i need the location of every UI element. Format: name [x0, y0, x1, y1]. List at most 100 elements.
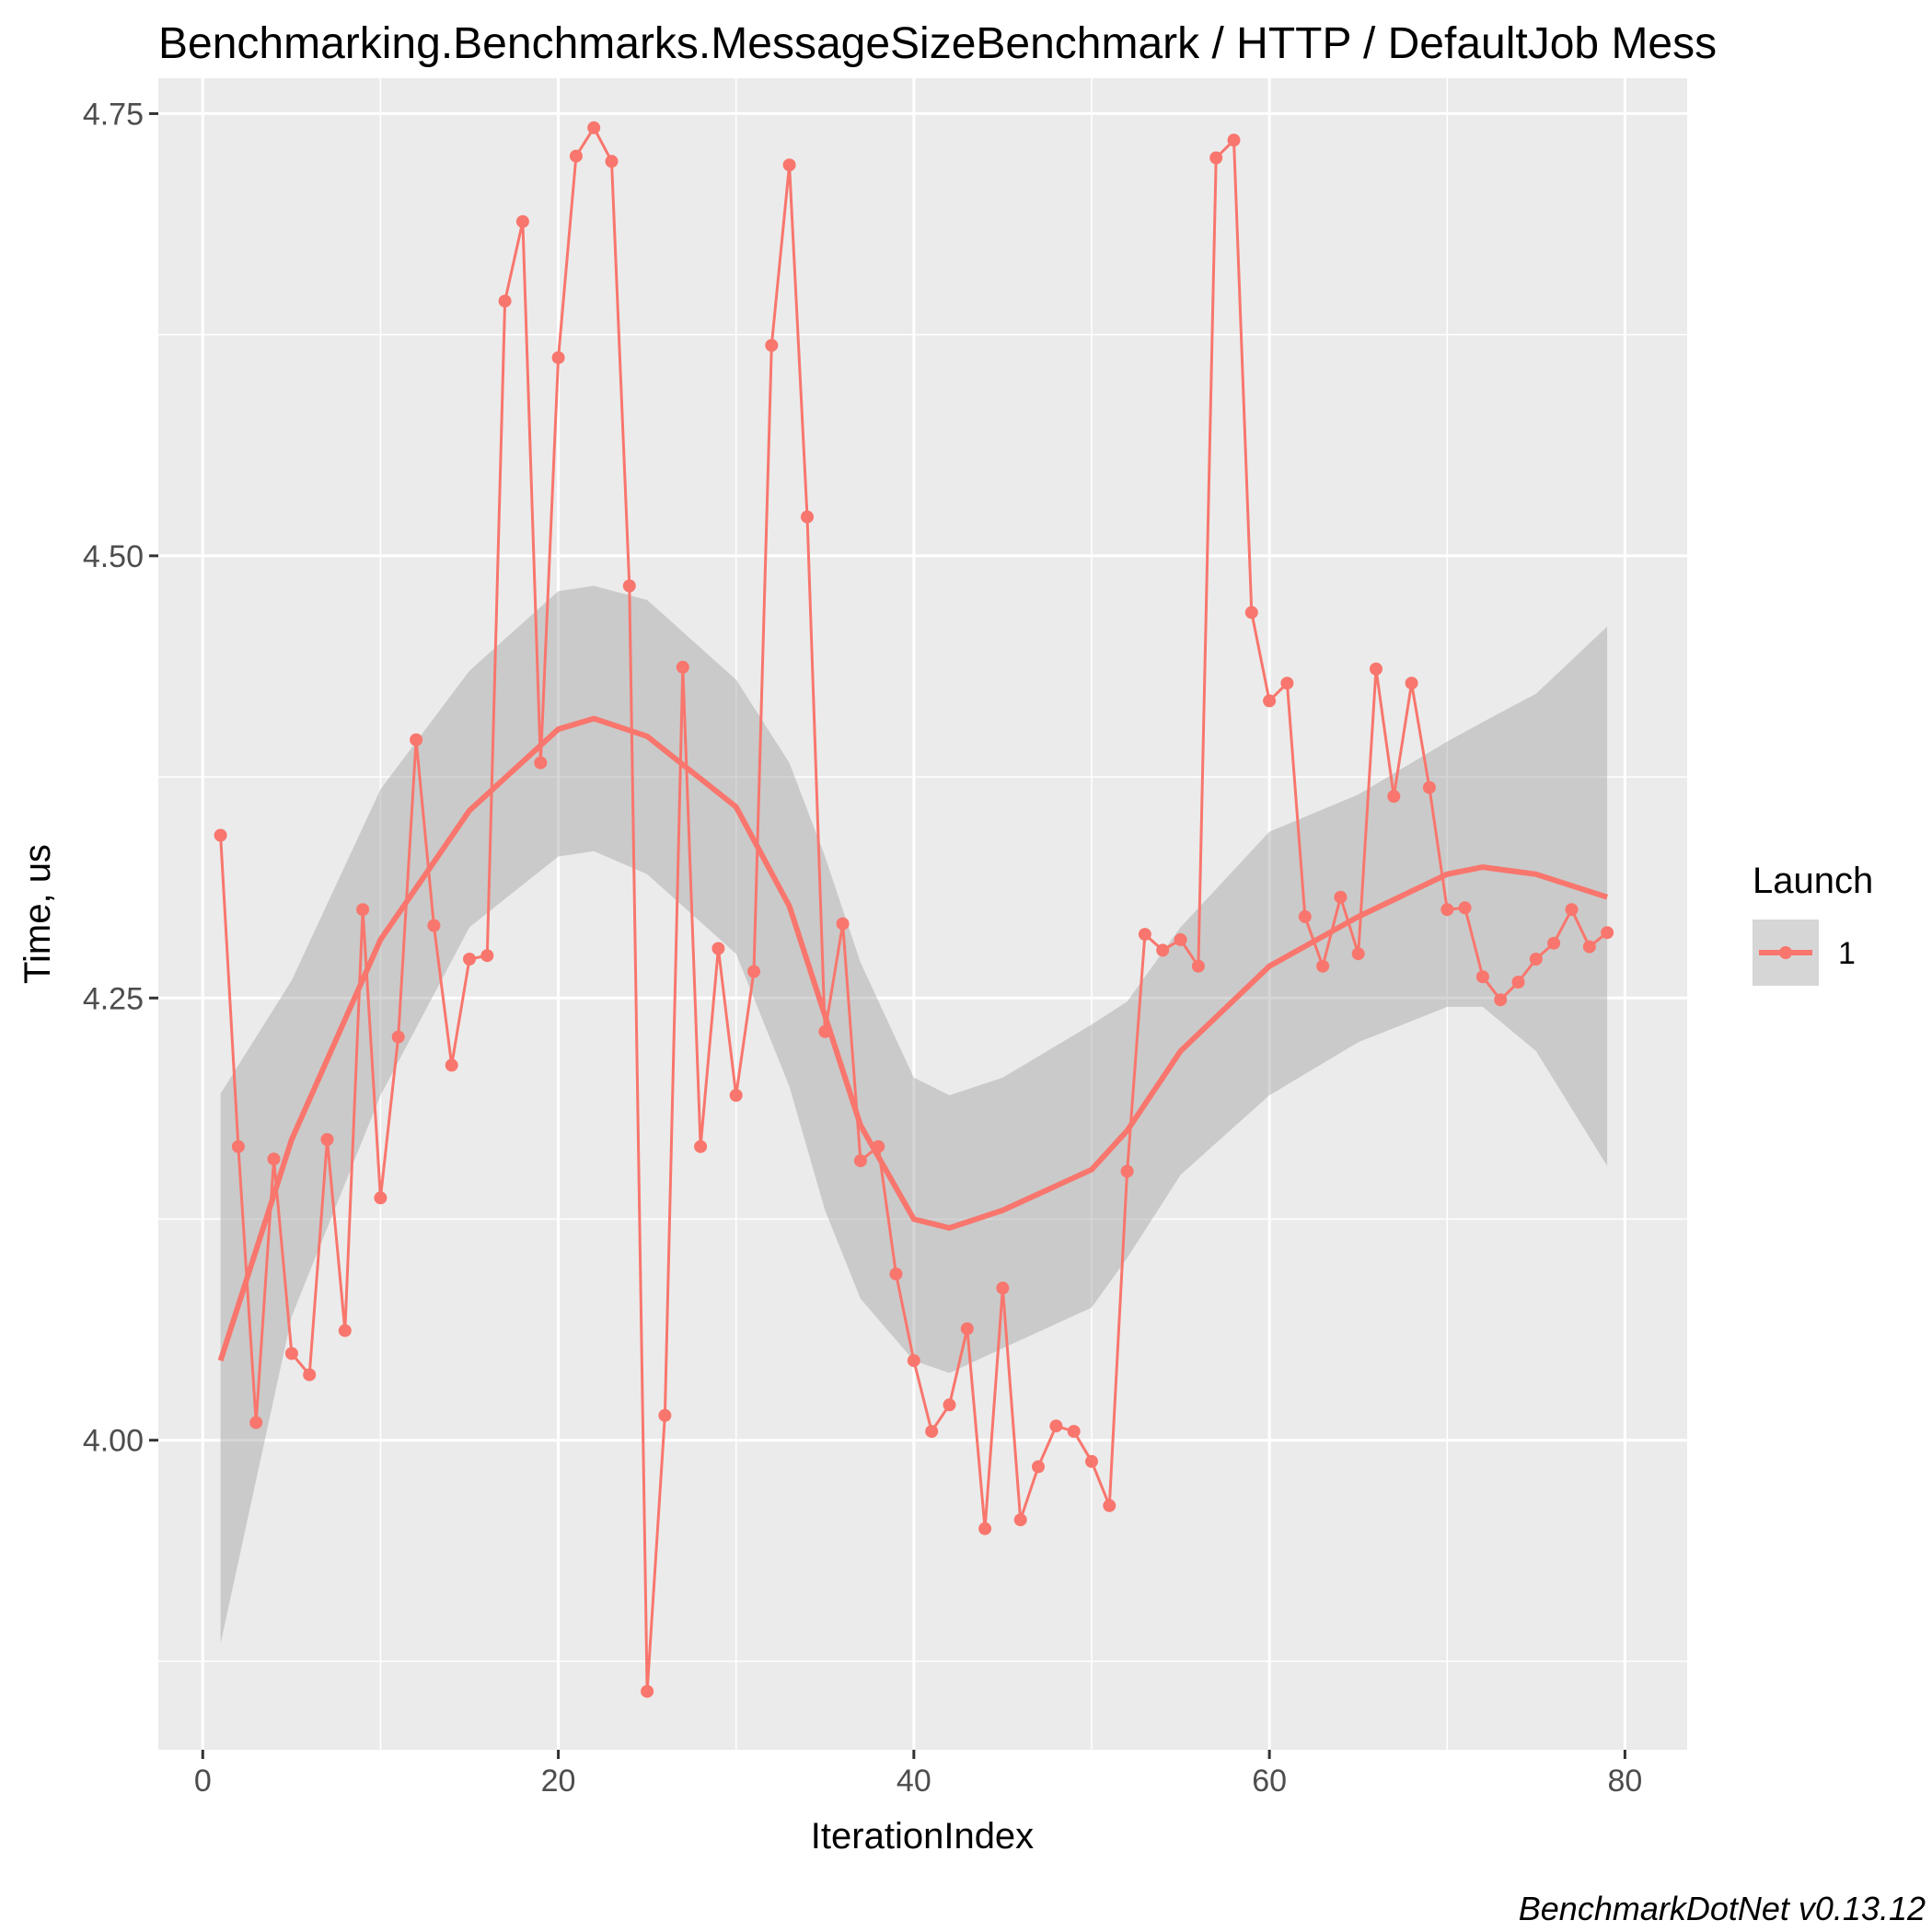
data-point: [303, 1368, 317, 1382]
data-point: [410, 733, 423, 746]
data-point: [872, 1140, 885, 1153]
data-point: [978, 1521, 992, 1535]
smooth-trend-line: [217, 715, 1609, 1362]
x-axis: 0 20 40 60 80: [194, 1750, 1642, 1799]
y-axis-title: Time, us: [17, 844, 58, 984]
grid-major: [158, 78, 1687, 1750]
data-point: [551, 351, 565, 364]
data-point: [1120, 1164, 1134, 1178]
y-axis: 4.00 4.25 4.50 4.75: [83, 97, 158, 1459]
data-point: [569, 149, 583, 163]
data-point: [747, 965, 760, 978]
data-point: [1156, 943, 1170, 957]
data-point: [1387, 790, 1401, 804]
legend-key-point: [1779, 946, 1792, 959]
data-point: [676, 660, 689, 674]
data-point: [1103, 1498, 1116, 1512]
y-tick-label: 4.25: [83, 981, 144, 1016]
data-point: [445, 1059, 458, 1072]
data-point: [1049, 1419, 1063, 1433]
x-axis-title: IterationIndex: [811, 1816, 1034, 1857]
data-point: [1351, 947, 1365, 961]
data-point: [1458, 901, 1472, 915]
data-point: [1475, 970, 1489, 984]
data-point: [729, 1089, 743, 1102]
data-point: [214, 828, 227, 842]
data-point: [1263, 694, 1277, 708]
legend-label-1: 1: [1838, 936, 1856, 971]
data-point: [1422, 781, 1436, 794]
data-point: [996, 1281, 1010, 1295]
data-point: [1370, 662, 1382, 676]
data-point: [658, 1408, 672, 1422]
data-point: [534, 756, 548, 769]
data-point: [1013, 1513, 1027, 1527]
data-point: [1316, 959, 1330, 973]
data-point: [231, 1140, 245, 1153]
data-point: [1244, 606, 1258, 619]
data-point: [1601, 926, 1614, 940]
data-point: [1138, 928, 1151, 942]
data-point: [782, 158, 796, 172]
y-tick-label: 4.75: [83, 97, 144, 132]
data-point: [320, 1133, 334, 1146]
data-point: [1174, 932, 1187, 946]
confidence-band: [220, 585, 1608, 1644]
data-point: [1280, 677, 1294, 690]
x-tick-label: 40: [897, 1764, 931, 1799]
data-point: [943, 1398, 956, 1412]
data-point: [907, 1354, 920, 1368]
data-point: [889, 1267, 903, 1281]
data-point: [1085, 1454, 1098, 1468]
data-point: [711, 942, 725, 955]
data-point: [480, 949, 494, 963]
data-point: [960, 1322, 974, 1336]
x-tick-label: 80: [1607, 1764, 1642, 1799]
data-point: [1547, 936, 1561, 950]
data-point: [267, 1152, 281, 1166]
data-point: [1565, 903, 1579, 917]
data-point: [1529, 953, 1543, 966]
data-point: [1298, 909, 1312, 923]
data-point: [356, 903, 370, 917]
x-tick-label: 0: [194, 1764, 212, 1799]
data-point: [284, 1347, 298, 1360]
data-point: [925, 1425, 939, 1439]
y-tick-label: 4.50: [83, 539, 144, 574]
data-point: [498, 295, 512, 308]
data-point: [587, 121, 601, 134]
chart-title: Benchmarking.Benchmarks.MessageSizeBench…: [158, 19, 1717, 68]
data-point: [1334, 890, 1348, 904]
data-point: [1440, 903, 1454, 917]
data-point: [818, 1024, 832, 1038]
data-point: [338, 1324, 352, 1337]
data-point: [694, 1140, 708, 1153]
data-point: [836, 917, 850, 931]
data-point: [765, 339, 779, 353]
data-point: [1405, 677, 1418, 690]
data-point: [249, 1416, 263, 1429]
y-tick-label: 4.00: [83, 1424, 144, 1459]
data-point: [1511, 976, 1525, 989]
data-point: [853, 1154, 867, 1168]
data-point: [641, 1684, 654, 1698]
data-points: [214, 121, 1614, 1698]
data-point: [622, 579, 636, 593]
data-point: [1191, 959, 1205, 973]
data-point: [605, 155, 619, 168]
plot-panel: [158, 78, 1687, 1750]
data-point: [515, 214, 529, 228]
data-point: [374, 1191, 388, 1205]
data-point: [427, 919, 441, 932]
x-tick-label: 20: [541, 1764, 576, 1799]
data-point: [801, 510, 814, 524]
data-point: [391, 1030, 405, 1044]
legend: Launch 1: [1753, 861, 1873, 986]
data-point: [1494, 993, 1508, 1007]
data-point: [1582, 940, 1596, 954]
data-point: [463, 953, 476, 966]
legend-title: Launch: [1753, 861, 1873, 901]
caption: BenchmarkDotNet v0.13.12: [1519, 1890, 1926, 1927]
data-point: [1032, 1460, 1045, 1474]
